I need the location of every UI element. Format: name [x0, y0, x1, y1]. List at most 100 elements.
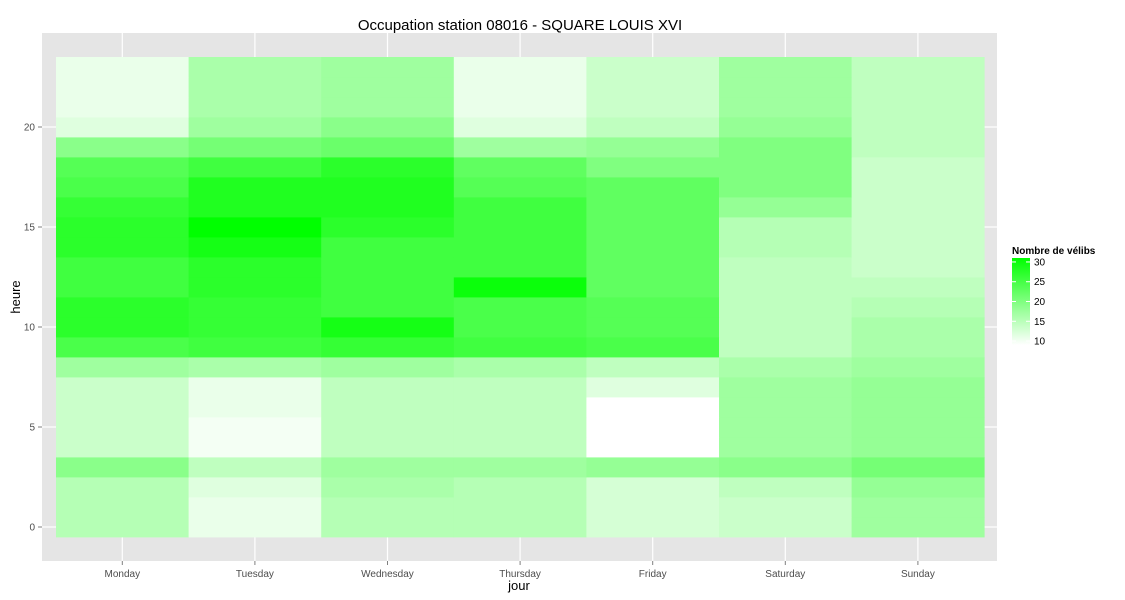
heatmap-cell: [453, 317, 587, 338]
heatmap-cell: [719, 277, 852, 298]
heatmap-cell: [586, 237, 720, 258]
legend-break-label: 10: [1034, 337, 1046, 348]
heatmap-cell: [719, 517, 852, 538]
heatmap-cell: [188, 477, 322, 498]
x-axis: Monday Tuesday Wednesday Thursday Friday Satu…: [105, 561, 935, 580]
heatmap-cell: [56, 477, 189, 498]
heatmap-cell: [719, 337, 852, 358]
heatmap-cell: [586, 277, 720, 298]
heatmap-cell: [321, 77, 455, 98]
heatmap-cell: [56, 457, 189, 478]
heatmap-cell: [321, 337, 455, 358]
heatmap-cell: [719, 297, 852, 318]
heatmap-cell: [719, 157, 852, 178]
heatmap-cell: [56, 97, 189, 118]
heatmap-cell: [851, 517, 985, 538]
heatmap-cell: [188, 317, 322, 338]
heatmap-cell: [851, 457, 985, 478]
heatmap-cell: [719, 497, 852, 518]
heatmap-cell: [56, 297, 189, 318]
heatmap-cell: [188, 77, 322, 98]
heatmap-cell: [719, 77, 852, 98]
heatmap-cell: [56, 137, 189, 158]
heatmap-cell: [188, 217, 322, 238]
heatmap-cell: [719, 357, 852, 378]
heatmap-cell: [586, 477, 720, 498]
heatmap-cell: [851, 197, 985, 218]
heatmap-cell: [188, 277, 322, 298]
heatmap-cell: [56, 157, 189, 178]
heatmap-cell: [321, 457, 455, 478]
y-tick-label: 10: [24, 323, 36, 334]
heatmap-cell: [586, 377, 720, 398]
heatmap-cell: [453, 117, 587, 138]
legend-break-label: 30: [1034, 257, 1046, 268]
heatmap-cell: [851, 217, 985, 238]
x-tick-label: Tuesday: [236, 569, 274, 580]
heatmap-cell: [188, 137, 322, 158]
legend-title: Nombre de vélibs: [1012, 246, 1096, 257]
heatmap-cell: [586, 417, 720, 438]
chart-title: Occupation station 08016 - SQUARE LOUIS …: [358, 17, 682, 34]
heatmap-cell: [586, 337, 720, 358]
heatmap-cell: [453, 457, 587, 478]
heatmap-cell: [188, 417, 322, 438]
heatmap-cell: [321, 437, 455, 458]
heatmap-cell: [321, 277, 455, 298]
y-tick-label: 5: [29, 423, 35, 434]
heatmap-cell: [851, 417, 985, 438]
heatmap-cell: [453, 217, 587, 238]
heatmap-cell: [188, 197, 322, 218]
heatmap-cell: [586, 157, 720, 178]
heatmap-cell: [719, 457, 852, 478]
legend-break-label: 20: [1034, 297, 1046, 308]
heatmap-cell: [851, 497, 985, 518]
heatmap-cell: [321, 297, 455, 318]
heatmap-cell: [188, 177, 322, 198]
heatmap-cell: [56, 417, 189, 438]
x-axis-title: jour: [507, 578, 530, 593]
heatmap-cell: [321, 217, 455, 238]
heatmap-cell: [719, 177, 852, 198]
heatmap-cell: [586, 77, 720, 98]
heatmap-cell: [453, 97, 587, 118]
heatmap-cell: [586, 97, 720, 118]
heatmap-cell: [586, 217, 720, 238]
heatmap-cell: [586, 517, 720, 538]
heatmap-cells: [56, 57, 985, 538]
heatmap-cell: [851, 377, 985, 398]
heatmap-cell: [719, 197, 852, 218]
heatmap-cell: [453, 477, 587, 498]
heatmap-cell: [851, 137, 985, 158]
heatmap-cell: [56, 517, 189, 538]
heatmap-cell: [453, 237, 587, 258]
heatmap-cell: [851, 117, 985, 138]
heatmap-cell: [56, 117, 189, 138]
heatmap-cell: [586, 297, 720, 318]
heatmap-cell: [56, 177, 189, 198]
heatmap-cell: [56, 337, 189, 358]
heatmap-cell: [321, 97, 455, 118]
heatmap-cell: [719, 97, 852, 118]
heatmap-cell: [321, 357, 455, 378]
heatmap-cell: [188, 437, 322, 458]
heatmap-cell: [586, 437, 720, 458]
heatmap-cell: [851, 317, 985, 338]
heatmap-cell: [56, 77, 189, 98]
legend-break-label: 15: [1034, 317, 1046, 328]
x-tick-label: Thursday: [499, 569, 541, 580]
heatmap-cell: [321, 117, 455, 138]
heatmap-cell: [719, 237, 852, 258]
heatmap-cell: [586, 117, 720, 138]
heatmap-cell: [586, 397, 720, 418]
heatmap-cell: [851, 157, 985, 178]
heatmap-cell: [188, 97, 322, 118]
heatmap-cell: [586, 137, 720, 158]
heatmap-cell: [56, 237, 189, 258]
heatmap-cell: [188, 377, 322, 398]
heatmap-cell: [321, 237, 455, 258]
heatmap-cell: [851, 277, 985, 298]
x-tick-label: Wednesday: [361, 569, 414, 580]
heatmap-cell: [56, 57, 189, 78]
